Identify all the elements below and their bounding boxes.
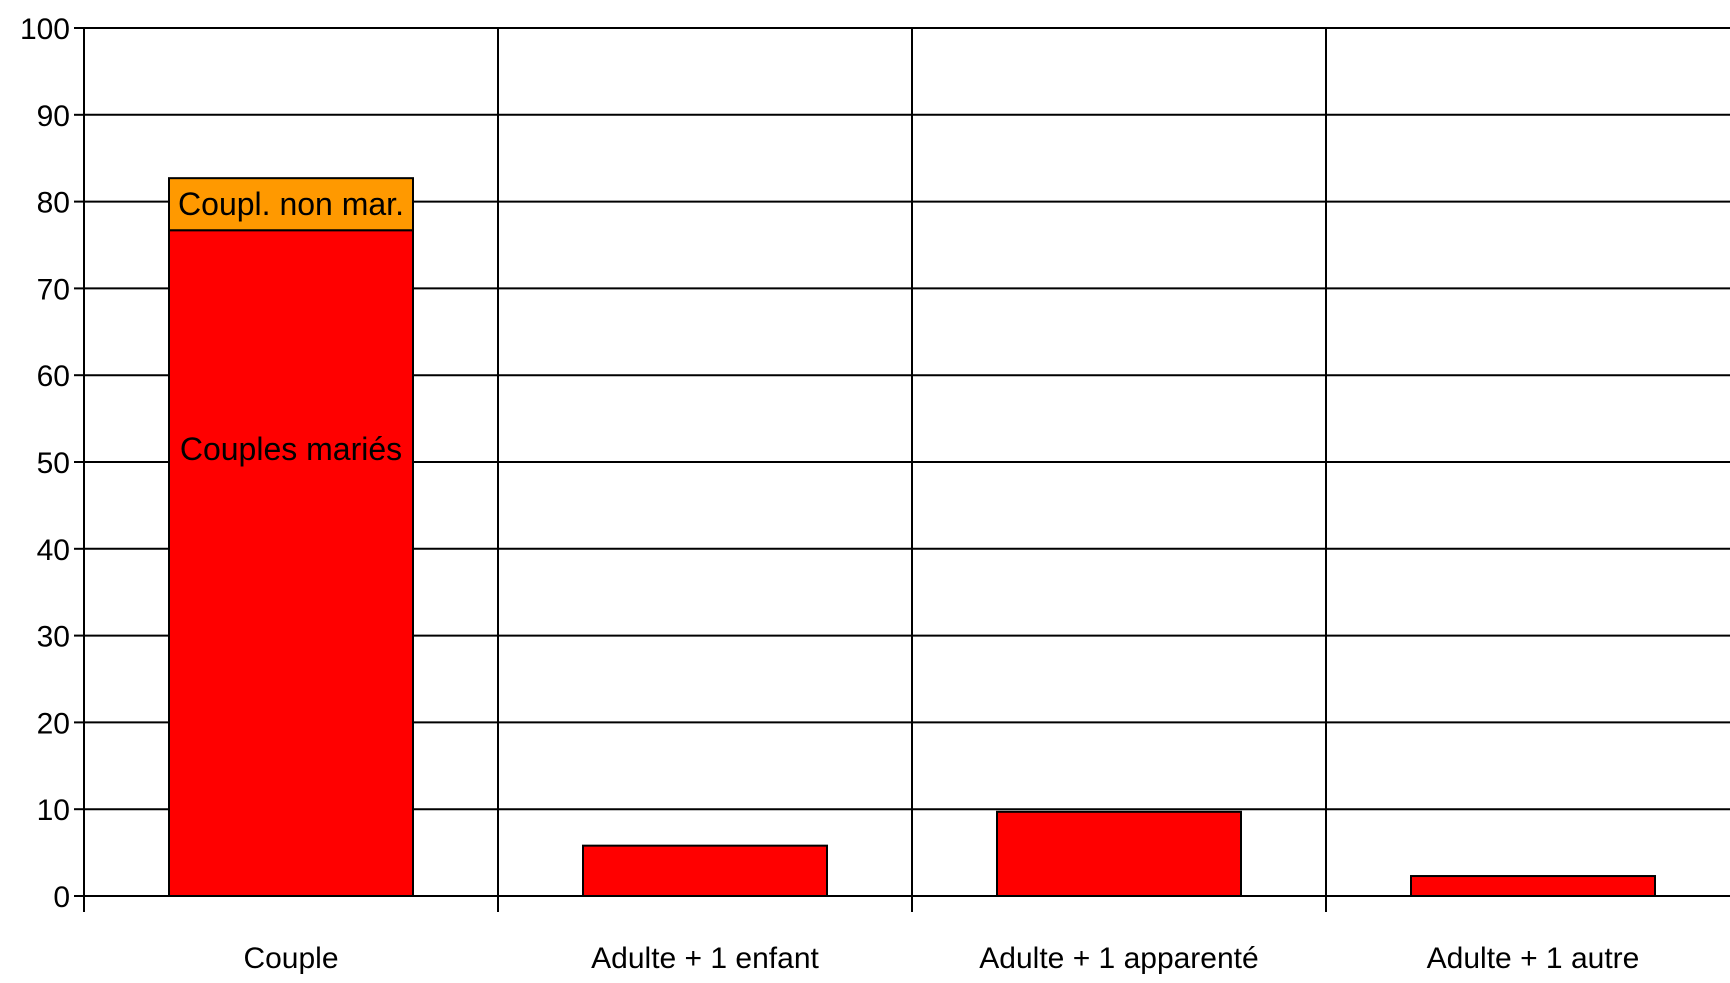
y-tick-label: 50: [37, 447, 70, 480]
bar-married-1: [582, 844, 828, 898]
y-tick-label: 10: [37, 794, 70, 827]
axes: [74, 27, 1730, 912]
bar-married-0: [168, 229, 414, 897]
x-category-label: Adulte + 1 apparenté: [979, 942, 1258, 975]
y-tick-label: 70: [37, 273, 70, 306]
bar-married-2: [996, 810, 1242, 898]
x-category-label: Adulte + 1 autre: [1427, 942, 1640, 975]
segment-label: Couples mariés: [180, 431, 402, 467]
labels: 0 10 20 30 40 50 60 70 80 90 100 Couple Adulte + 1 e…: [20, 13, 1639, 975]
y-tick-label: 0: [53, 881, 70, 914]
bars: [168, 177, 1656, 898]
bar-married-3: [1410, 875, 1656, 898]
segment-label: Coupl. non mar.: [178, 186, 404, 222]
x-category-label: Couple: [243, 942, 338, 975]
y-tick-label: 40: [37, 534, 70, 567]
x-category-label: Adulte + 1 enfant: [591, 942, 819, 975]
bar-unmarried-0: [168, 177, 414, 232]
y-tick-label: 20: [37, 707, 70, 740]
y-tick-label: 80: [37, 187, 70, 220]
y-tick-label: 30: [37, 621, 70, 654]
y-tick-label: 100: [20, 13, 70, 46]
y-tick-label: 60: [37, 360, 70, 393]
y-tick-label: 90: [37, 100, 70, 133]
